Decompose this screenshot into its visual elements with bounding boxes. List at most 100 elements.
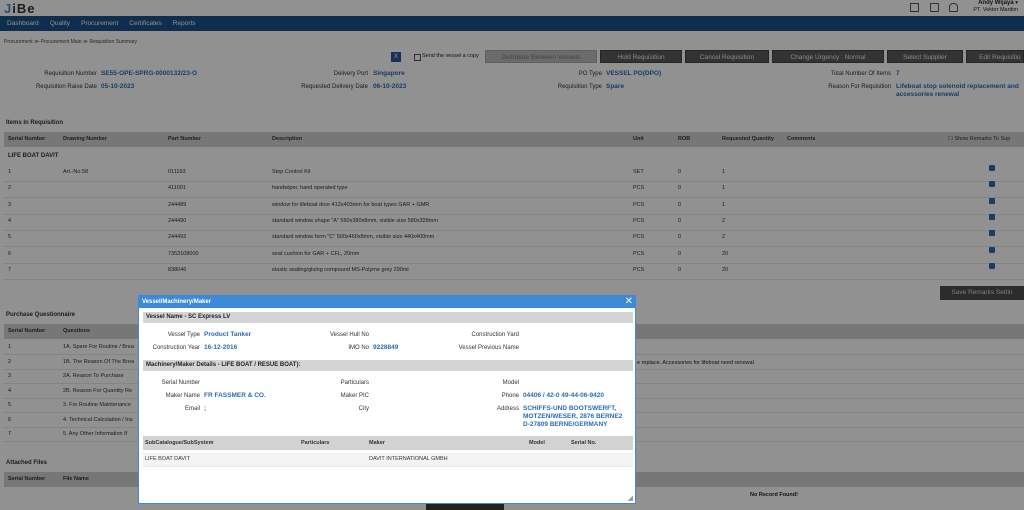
user-menu[interactable]: Andy Wijaya ▾ PT. Vektor Maritim — [973, 0, 1018, 14]
excel-export-icon[interactable]: X — [391, 52, 401, 62]
app-logo[interactable]: JiBe — [4, 1, 36, 16]
cell-desc: seat cushion for GAR + CFL, 20mm — [272, 250, 360, 257]
hold-requisition-button[interactable]: Hold Requisition — [600, 50, 682, 63]
settings-sliders-icon[interactable] — [930, 3, 939, 12]
cell-sn: 3 — [8, 201, 12, 208]
cell-desc: standard window form "C" 500x460x8mm, vi… — [272, 234, 435, 241]
no-record-text: No Record Found! — [750, 492, 798, 498]
nav-dashboard[interactable]: Dashboard — [7, 20, 39, 27]
change-urgency-button[interactable]: Change Urgency : Normal — [772, 50, 884, 63]
cell-q: 4. Technical Calculation / Ins — [63, 416, 133, 423]
item-group-label: LIFE BOAT DAVIT — [8, 153, 59, 159]
dialog-title: Vessel/Machinery/Maker — [142, 299, 212, 305]
hidden-button[interactable] — [426, 503, 504, 510]
cell-rob: 0 — [678, 185, 682, 192]
req-delivery-value: 06-10-2023 — [373, 83, 407, 90]
po-type-label: PO Type — [578, 71, 602, 77]
cell-rob: 0 — [678, 201, 682, 208]
items-section-title: Items In Requisition — [6, 120, 64, 126]
cancel-requisition-button[interactable]: Cancel Requisition — [685, 50, 769, 63]
show-remarks-toggle[interactable]: ☐ Show Remarks To Sup — [948, 136, 1011, 142]
imo-label: IMO No — [348, 345, 369, 351]
cell-unit: SET — [633, 169, 644, 175]
remarks-checkbox[interactable] — [989, 181, 995, 188]
cell-part: 244489 — [168, 201, 187, 208]
yard-label: Construction Yard — [471, 332, 519, 338]
cell-q: 2A. Reason To Purchase — [63, 373, 124, 379]
nav-reports[interactable]: Reports — [172, 20, 196, 27]
resize-grip-icon[interactable]: ◢ — [627, 495, 633, 502]
user-name: Andy Wijaya — [978, 0, 1014, 6]
cell-qty: 2 — [722, 217, 726, 224]
maker-name-label: Maker Name — [165, 393, 200, 399]
remarks-checkbox[interactable] — [989, 230, 995, 237]
serial-label: Serial Number — [161, 380, 200, 386]
breadcrumb: Procurement ≫ Procurement Main ≫ Requisi… — [4, 39, 138, 45]
req-delivery-label: Requested Delivery Date — [301, 84, 368, 90]
dialog-title-bar: Vessel/Machinery/Maker — [139, 296, 635, 308]
reason-value: Lifeboat stop solenoid replacement and a… — [896, 83, 1019, 98]
construction-year-label: Construction Year — [152, 345, 200, 351]
vessel-type-label: Vessel Type — [167, 332, 200, 338]
raise-date-label: Requisition Raise Date — [35, 84, 97, 90]
close-icon[interactable]: ✕ — [624, 296, 633, 307]
cell-part: 244490 — [168, 217, 187, 224]
nav-procurement[interactable]: Procurement — [81, 20, 119, 27]
bell-icon[interactable] — [949, 3, 958, 12]
cell-q: 2B. Reason For Quantity Re — [63, 387, 133, 394]
calculator-icon[interactable] — [910, 3, 919, 12]
construction-year-value: 16-12-2016 — [204, 344, 238, 351]
city-label: City — [358, 406, 369, 412]
cell-desc: window for lifeboat door 412x403mm for b… — [272, 201, 430, 208]
distribute-button[interactable]: Distribute Between Vessels — [485, 50, 597, 63]
cell-part: 7353108000 — [168, 250, 199, 257]
machinery-section-header: Machinery/Maker Details - LIFE BOAT / RE… — [143, 360, 633, 371]
req-type-label: Requisition Type — [557, 84, 602, 90]
cell-unit: PCS — [633, 201, 645, 208]
table-row: 2 411001 handwiper, hand operated type PCS 0… — [4, 181, 1024, 199]
cell-rob: 0 — [678, 217, 682, 224]
total-items-label: Total Number Of Items — [830, 71, 891, 77]
raise-date-value: 05-10-2023 — [101, 83, 135, 90]
phone-value: 04406 / 42-0 49-44-06-9420 — [523, 392, 604, 399]
select-supplier-button[interactable]: Select Supplier — [887, 50, 963, 63]
remarks-checkbox[interactable] — [989, 246, 995, 253]
table-row: 5 244492 standard window form "C" 500x460x… — [4, 230, 1024, 248]
total-items-value: 7 — [896, 70, 900, 77]
vessel-machinery-dialog: Vessel/Machinery/Maker ✕ Vessel Name - S… — [138, 295, 636, 504]
top-bar: JiBe Andy Wijaya ▾ PT. Vektor Maritim — [0, 0, 1024, 16]
cell-sn: 7 — [8, 431, 12, 437]
cell-qty: 2 — [722, 234, 726, 241]
cell-desc: handwiper, hand operated type — [272, 185, 348, 192]
cell-unit: PCS — [633, 185, 645, 192]
remarks-checkbox[interactable] — [989, 197, 995, 204]
nav-certificates[interactable]: Certificates — [129, 20, 162, 27]
remarks-checkbox[interactable] — [989, 213, 995, 220]
cell-q: 3. For Routine Maintenance — [63, 402, 131, 408]
phone-label: Phone — [501, 393, 519, 399]
cell-sn: 2 — [8, 185, 12, 192]
particulars-label: Particulars — [340, 380, 369, 386]
table-row: 3 244489 window for lifeboat door 412x403m… — [4, 197, 1024, 215]
cell-qty: 1 — [722, 185, 726, 192]
cell-sn: 3 — [8, 373, 12, 379]
send-copy-label: Send the vessel a copy — [422, 53, 479, 59]
subsystem-table-header: SubCatalogue/SubSystem Particulars Maker… — [143, 436, 633, 450]
save-remarks-button[interactable]: Save Remarks Settin — [940, 286, 1024, 300]
user-company: PT. Vektor Maritim — [973, 7, 1018, 13]
delivery-port-label: Delivery Port — [333, 71, 368, 77]
remarks-checkbox[interactable] — [989, 262, 995, 269]
req-number-label: Requisition Number — [44, 71, 97, 77]
remarks-checkbox[interactable] — [989, 165, 995, 171]
send-copy-checkbox[interactable] — [414, 54, 421, 61]
items-table-header: Serial Number Drawing Number Part Number… — [4, 132, 1024, 147]
nav-quality[interactable]: Quality — [49, 20, 71, 27]
cell-sn: 1 — [8, 169, 12, 175]
cell-qty: 1 — [722, 201, 726, 208]
attached-title: Attached Files — [6, 460, 48, 466]
delivery-port-value: Singapore — [373, 70, 405, 77]
vessel-type-value: Product Tanker — [204, 331, 252, 338]
cell-rob: 0 — [678, 250, 682, 257]
cell-sn: 4 — [8, 217, 12, 224]
chevron-down-icon: ▾ — [1015, 0, 1018, 6]
